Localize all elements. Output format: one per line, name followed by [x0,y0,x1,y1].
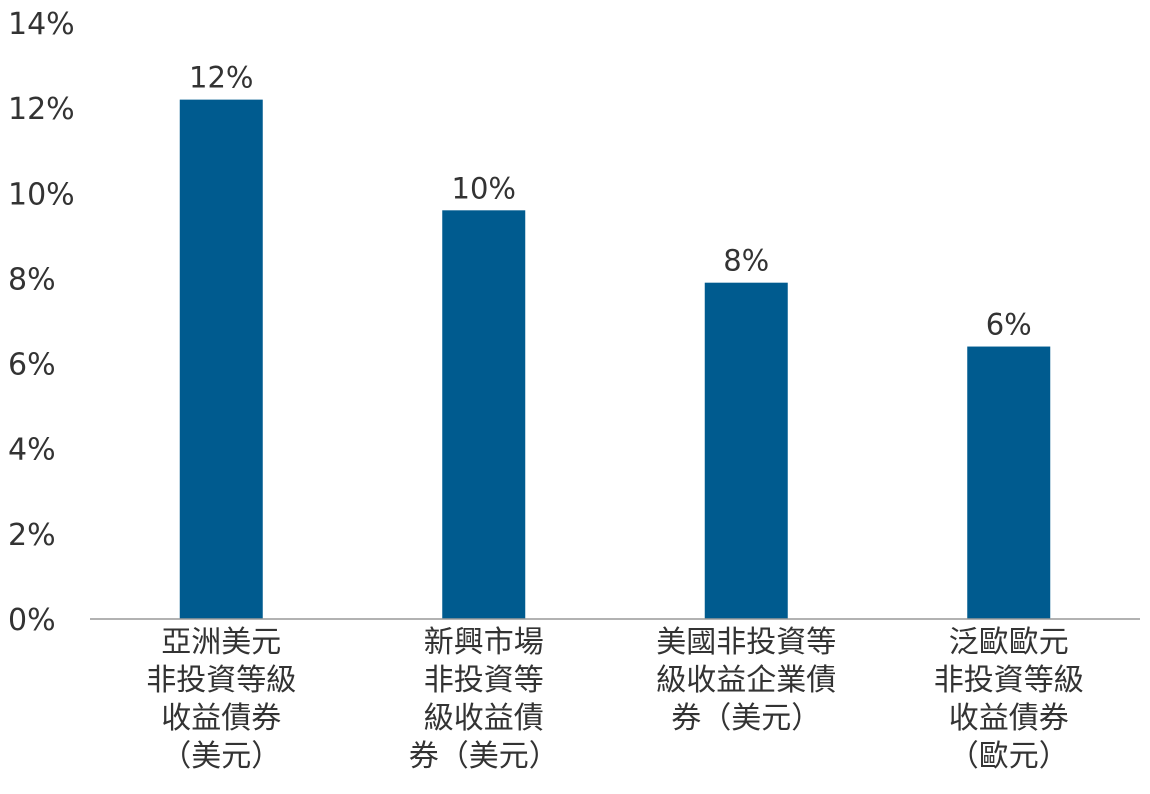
category-label-line: 級收益企業債 [656,663,836,698]
category-label: 泛歐歐元非投資等級收益債券（歐元） [934,625,1084,774]
category-label-line: 非投資等級 [934,663,1084,698]
bar [704,282,788,619]
data-label: 10% [452,171,516,205]
bar [442,210,526,620]
data-label: 8% [723,244,769,278]
y-tick-label: 0% [8,603,56,638]
category-label-line: 新興市場 [424,625,544,660]
category-label: 新興市場非投資等級收益債券（美元） [409,625,559,774]
y-tick-label: 4% [8,433,56,468]
category-label: 亞洲美元非投資等級收益債券（美元） [146,625,296,774]
category-label-line: （歐元） [949,739,1069,774]
category-label-line: 收益債券 [949,701,1069,736]
y-tick-label: 12% [8,92,75,127]
y-tick-label: 10% [8,177,75,212]
category-label-line: 級收益債 [424,701,544,736]
category-label-line: （美元） [161,739,281,774]
category-label-line: 券（美元） [409,739,559,774]
y-tick-label: 14% [8,7,75,42]
y-tick-label: 6% [8,348,56,383]
data-labels: 12% 10% 8% 6% [189,61,1032,342]
category-label-line: 非投資等級 [146,663,296,698]
category-label: 美國非投資等級收益企業債券（美元） [656,625,836,736]
bar [179,99,263,620]
y-axis-ticks: 0% 2% 4% 6% 8% 10% 12% 14% [8,7,75,638]
data-label: 12% [189,61,253,95]
category-label-line: 亞洲美元 [161,625,281,660]
category-labels: 亞洲美元非投資等級收益債券（美元）新興市場非投資等級收益債券（美元）美國非投資等… [146,625,1084,774]
bars [179,99,1051,620]
bar [967,346,1051,619]
y-tick-label: 8% [8,262,56,297]
category-label-line: 非投資等 [424,663,544,698]
y-tick-label: 2% [8,518,56,553]
data-label: 6% [986,308,1032,342]
category-label-line: 收益債券 [161,701,281,736]
category-label-line: 美國非投資等 [656,625,836,660]
category-label-line: 券（美元） [671,701,821,736]
category-label-line: 泛歐歐元 [949,625,1069,660]
